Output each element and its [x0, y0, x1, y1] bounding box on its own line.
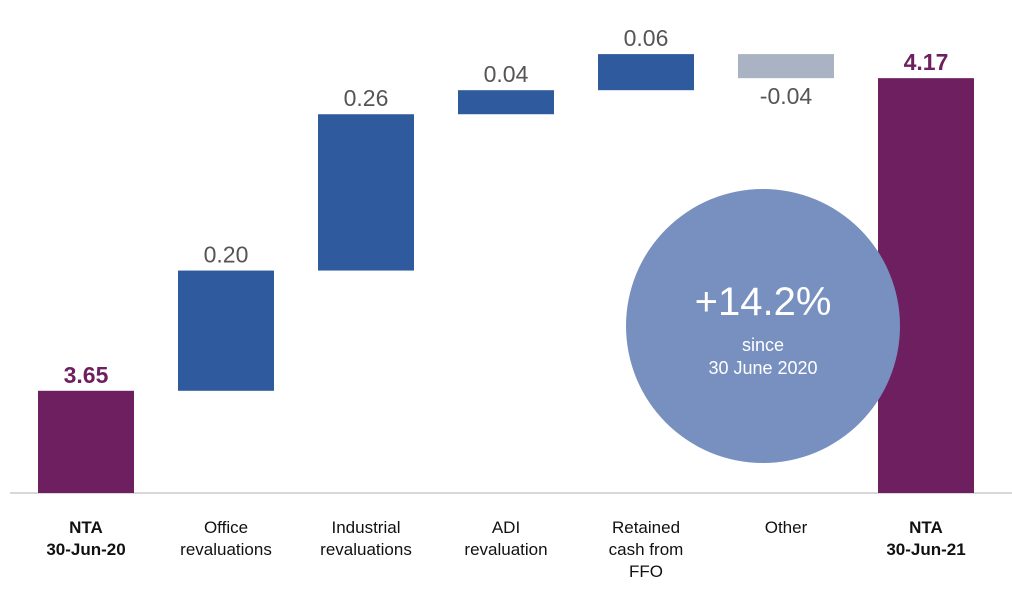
bar	[458, 90, 554, 115]
x-tick-label: NTA 30-Jun-21	[886, 518, 966, 559]
x-tick-label: ADI revaluation	[464, 518, 548, 559]
annotation-text: 30 June 2020	[708, 358, 817, 378]
annotation-text: since	[742, 335, 784, 355]
bar	[318, 114, 414, 271]
x-tick-label: Retained cash from FFO	[608, 518, 684, 581]
annotation-value: +14.2%	[695, 280, 832, 324]
x-tick-label: Industrial revaluations	[320, 518, 412, 559]
bar	[598, 54, 694, 91]
bar	[738, 54, 834, 79]
value-label: 0.26	[344, 85, 389, 111]
x-tick-label: Other	[764, 518, 808, 537]
bar	[878, 78, 974, 493]
x-tick-label: Office revaluations	[180, 518, 272, 559]
x-tick-label: NTA 30-Jun-20	[46, 518, 126, 559]
bar	[178, 270, 274, 391]
value-label: 4.17	[904, 49, 949, 75]
value-label: 0.04	[484, 61, 529, 87]
value-label: 0.20	[204, 242, 249, 268]
value-label: 0.06	[624, 25, 669, 51]
bar	[38, 390, 134, 493]
annotation-circle	[626, 189, 900, 463]
value-label: 3.65	[64, 362, 109, 388]
value-label: -0.04	[760, 83, 813, 109]
